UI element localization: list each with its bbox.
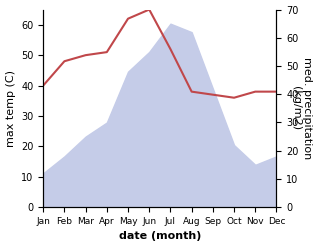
Y-axis label: med. precipitation
(kg/m2): med. precipitation (kg/m2) [291,57,313,160]
X-axis label: date (month): date (month) [119,231,201,242]
Y-axis label: max temp (C): max temp (C) [5,70,16,147]
